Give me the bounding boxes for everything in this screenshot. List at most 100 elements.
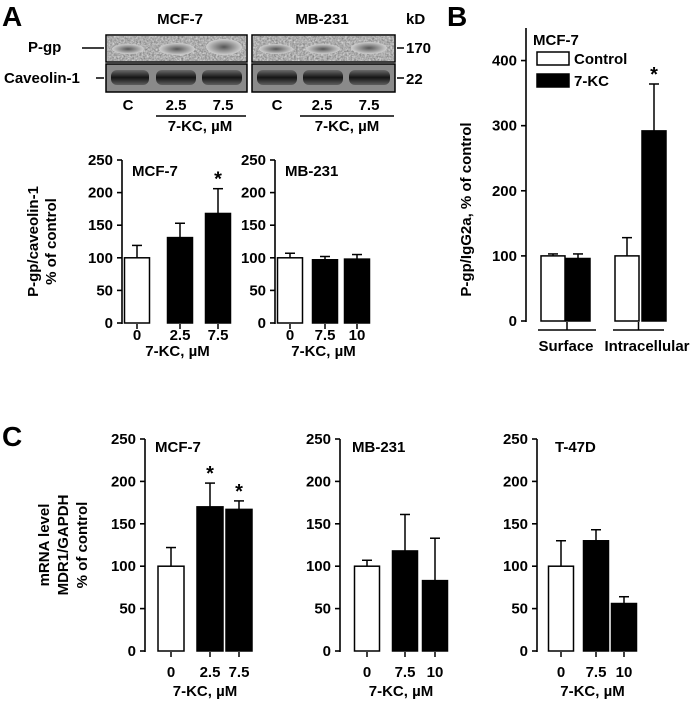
x-tick-label: 10	[616, 664, 633, 681]
panel-label-a: A	[2, 1, 22, 32]
chart-title: MCF-7	[533, 32, 579, 49]
chart-c-t47d: 0 50 100 150 200 250 T-47D 0 7.5 10 7-KC, µM	[503, 431, 638, 700]
y-tick-label: 0	[258, 315, 266, 332]
x-tick-label: 10	[349, 327, 366, 344]
chart-title: MCF-7	[155, 439, 201, 456]
bar	[421, 579, 449, 652]
y-tick-label: 200	[111, 473, 136, 490]
legend-label-control: Control	[574, 51, 627, 68]
y-tick-label: 50	[314, 601, 331, 618]
y-tick-label: 250	[241, 152, 266, 169]
x-axis-label: 7-KC, µM	[173, 683, 237, 700]
blot-lane-label: C	[272, 97, 283, 114]
x-tick-label: 0	[557, 664, 565, 681]
y-tick-label: 50	[249, 282, 266, 299]
chart-a-mcf7: 0 50 100 150 200 250 MCF-7 P-gp/caveolin-1% of …	[25, 152, 232, 360]
y-tick-label: 100	[111, 558, 136, 575]
chart-b: 0 100 200 300 400 MCF-7 P-gp/IgG2a, % of contr…	[458, 28, 690, 355]
bar	[641, 130, 667, 322]
y-tick-label: 150	[241, 217, 266, 234]
blot-kd-22: 22	[406, 71, 423, 88]
bar	[582, 540, 610, 652]
bar	[610, 602, 638, 652]
y-tick-label: 300	[492, 118, 517, 135]
y-tick-label: 100	[503, 558, 528, 575]
bar	[204, 212, 232, 324]
y-tick-label: 150	[111, 516, 136, 533]
y-tick-label: 0	[509, 313, 517, 330]
legend-panel-b: Control 7-KC	[536, 51, 627, 90]
blot-treatment-label-mb231: 7-KC, µM	[315, 118, 379, 135]
y-tick-label: 150	[88, 217, 113, 234]
x-tick-label: 7.5	[315, 327, 336, 344]
significance-mark: *	[214, 169, 222, 191]
bar	[196, 506, 224, 652]
y-tick-label: 50	[511, 601, 528, 618]
chart-title: MCF-7	[132, 163, 178, 180]
y-axis-label: P-gp/IgG2a, % of control	[458, 122, 475, 296]
y-tick-label: 250	[306, 431, 331, 448]
y-tick-label: 150	[503, 516, 528, 533]
x-tick-label: 0	[133, 327, 141, 344]
y-tick-label: 200	[492, 183, 517, 200]
blot-kd-170: 170	[406, 40, 431, 57]
y-axis-label: P-gp/caveolin-1	[25, 186, 42, 297]
chart-title: T-47D	[555, 439, 596, 456]
blot-treatment-label-mcf7: 7-KC, µM	[168, 118, 232, 135]
bar	[565, 257, 591, 322]
blot-lane-label: 7.5	[359, 97, 380, 114]
blot-row-label-pgp: P-gp	[28, 39, 61, 56]
y-tick-label: 0	[128, 643, 136, 660]
y-tick-label: 100	[88, 250, 113, 267]
bar	[391, 550, 419, 652]
panel-label-b: B	[447, 1, 467, 32]
bar	[123, 257, 151, 324]
y-tick-label: 100	[492, 248, 517, 265]
y-tick-label: 100	[241, 250, 266, 267]
y-tick-label: 0	[323, 643, 331, 660]
x-tick-label: 2.5	[200, 664, 221, 681]
blot-cell-line-mcf7: MCF-7	[157, 11, 203, 28]
y-tick-label: 400	[492, 53, 517, 70]
blot-lane-label: 7.5	[213, 97, 234, 114]
chart-c-mb231: 0 50 100 150 200 250 MB-231 0 7.5 10 7-KC, µM	[306, 431, 449, 700]
y-tick-label: 150	[306, 516, 331, 533]
x-tick-label: 2.5	[170, 327, 191, 344]
y-tick-label: 0	[105, 315, 113, 332]
x-tick-label: 10	[427, 664, 444, 681]
panel-label-c: C	[2, 421, 22, 452]
y-tick-label: 200	[88, 185, 113, 202]
bar	[540, 255, 566, 322]
bar	[225, 508, 253, 652]
blot-kd-unit: kD	[406, 11, 425, 28]
x-tick-label: 7.5	[586, 664, 607, 681]
legend-swatch-7kc	[536, 73, 570, 88]
bar	[547, 565, 575, 652]
x-group-label: Intracellular	[604, 338, 689, 355]
bar	[614, 255, 640, 322]
y-tick-label: 200	[503, 473, 528, 490]
y-tick-label: 50	[96, 282, 113, 299]
x-tick-label: 0	[286, 327, 294, 344]
chart-title: MB-231	[285, 163, 338, 180]
y-axis-label: % of control	[43, 198, 60, 285]
y-tick-label: 0	[520, 643, 528, 660]
x-axis-label: 7-KC, µM	[145, 343, 209, 360]
bar	[157, 565, 185, 652]
chart-title: MB-231	[352, 439, 405, 456]
y-tick-label: 250	[111, 431, 136, 448]
y-axis-label: MDR1/GAPDH	[55, 495, 72, 596]
x-axis-label: 7-KC, µM	[291, 343, 355, 360]
x-axis-label: 7-KC, µM	[560, 683, 624, 700]
y-tick-label: 200	[241, 185, 266, 202]
y-axis-label: mRNA level	[36, 504, 53, 587]
legend-label-7kc: 7-KC	[574, 73, 609, 90]
blot-cell-line-mb231: MB-231	[295, 11, 348, 28]
significance-mark: *	[650, 64, 658, 86]
chart-a-mb231: 0 50 100 150 200 250 MB-231 0 7.5 107-KC, µM	[241, 152, 371, 360]
x-tick-label: 7.5	[229, 664, 250, 681]
bar	[166, 236, 194, 324]
blot-row-label-caveolin: Caveolin-1	[4, 70, 80, 87]
legend-swatch-control	[536, 51, 570, 66]
